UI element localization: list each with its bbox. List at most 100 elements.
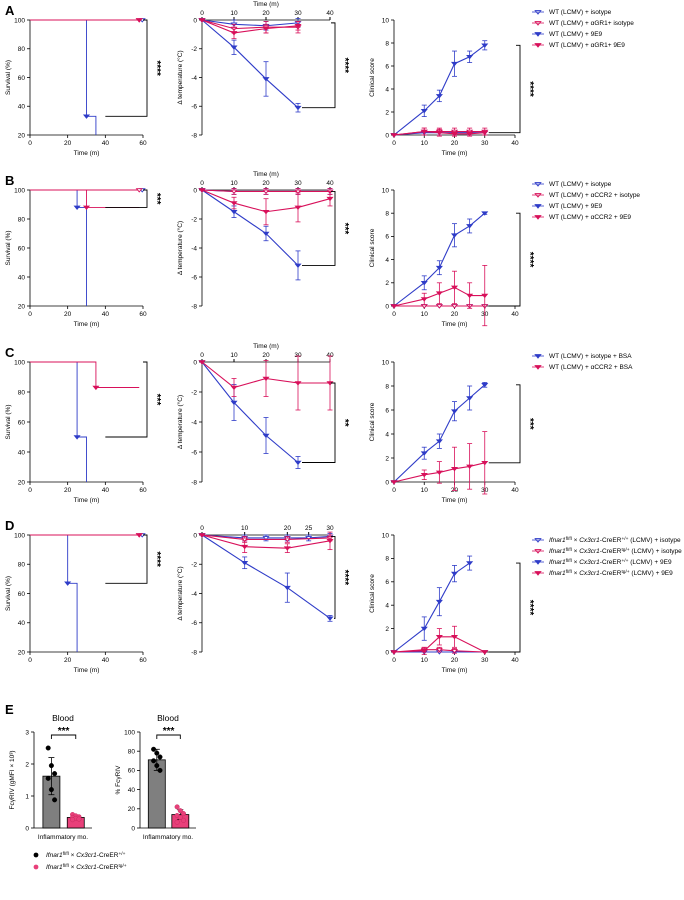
data-point xyxy=(82,114,91,119)
x-tick-label: 0 xyxy=(28,487,32,494)
legend-text-span: Cx3cr1 xyxy=(76,852,97,859)
series-line xyxy=(201,534,331,539)
x-tick-label: 10 xyxy=(421,311,429,318)
data-point xyxy=(420,280,428,286)
panel-letter: D xyxy=(5,518,14,533)
legend-text-span: (LCMV) + isotype xyxy=(628,537,681,544)
legend-text-span: Ifnar1 xyxy=(549,537,566,544)
legend-label: WT (LCMV) + αGR1+ isotype xyxy=(549,20,634,27)
series-1 xyxy=(198,355,334,411)
legend-label: WT (LCMV) + αCCR2 + 9E9 xyxy=(549,214,631,221)
data-point xyxy=(151,758,157,764)
legend-text-span: × xyxy=(572,537,579,544)
significance-label: **** xyxy=(524,252,535,268)
significance-label: **** xyxy=(524,600,535,616)
x-tick-label: 0 xyxy=(28,657,32,664)
significance-bracket xyxy=(302,190,336,266)
data-point xyxy=(420,297,428,302)
data-point xyxy=(198,188,206,193)
y-tick-label: -4 xyxy=(191,591,197,598)
legend-label: Ifnar1fl/fl × Cx3cr1-CreERtg/+ xyxy=(46,863,127,872)
legend-text-span: -CreER xyxy=(97,852,119,859)
significance-label: **** xyxy=(524,81,535,97)
legend: Ifnar1fl/fl × Cx3cr1-CreER+/+Ifnar1fl/fl… xyxy=(33,851,127,872)
legend-text-span: -CreER xyxy=(97,864,119,871)
y-tick-label: 100 xyxy=(14,17,25,24)
significance-bracket xyxy=(105,361,148,438)
data-point xyxy=(466,224,474,229)
data-point xyxy=(450,634,459,640)
legend-text-span: Ifnar1 xyxy=(549,559,566,566)
y-axis-label: Δ temperature (°C) xyxy=(176,50,184,104)
legend-marker xyxy=(33,864,39,870)
legend-text-span: WT (LCMV) + αGR1+ 9E9 xyxy=(549,42,625,49)
x-tick-label: 40 xyxy=(511,140,519,147)
y-tick-label: -4 xyxy=(191,245,197,252)
y-tick-label: 10 xyxy=(382,17,390,24)
x-tick-label: 30 xyxy=(326,525,334,532)
legend-text-span: Ifnar1 xyxy=(549,570,566,577)
y-tick-label: 0 xyxy=(193,187,197,194)
legend-marker xyxy=(33,852,39,858)
series-2 xyxy=(30,19,97,135)
legend: WT (LCMV) + isotype + BSA WT (LCMV) + αCC… xyxy=(532,353,633,371)
legend-text-span: WT (LCMV) + αCCR2 + BSA xyxy=(549,364,633,371)
data-point xyxy=(262,536,270,541)
chart-title: Blood xyxy=(52,713,74,723)
data-point xyxy=(241,544,249,550)
x-axis-label: Time (m) xyxy=(442,150,468,157)
y-tick-label: 0 xyxy=(193,17,197,24)
x-axis-label: Time (m) xyxy=(253,343,279,350)
y-tick-label: 4 xyxy=(385,257,389,264)
y-tick-label: 100 xyxy=(14,359,25,366)
y-tick-label: 0 xyxy=(193,359,197,366)
x-tick-label: 10 xyxy=(230,352,238,359)
y-axis-label: % FcγRIV xyxy=(115,765,122,795)
y-tick-label: -6 xyxy=(191,104,197,111)
legend-text-span: × xyxy=(572,559,579,566)
legend-text-span: tg/+ xyxy=(621,547,629,553)
data-point xyxy=(481,43,489,48)
series-3 xyxy=(30,189,140,210)
data-point xyxy=(174,804,180,810)
y-tick-label: 60 xyxy=(18,75,26,82)
legend-text-span: Cx3cr1 xyxy=(76,864,97,871)
series-1 xyxy=(390,431,489,495)
data-point xyxy=(420,649,428,654)
data-point xyxy=(466,561,474,566)
data-point xyxy=(262,189,270,195)
legend-text-span: WT (LCMV) + isotype + BSA xyxy=(549,353,632,360)
x-tick-label: 30 xyxy=(481,140,489,147)
significance-bracket xyxy=(488,212,521,307)
legend-text-span: Cx3cr1 xyxy=(579,559,600,566)
data-point xyxy=(435,291,443,296)
y-tick-label: -4 xyxy=(191,419,197,426)
significance-bracket xyxy=(331,536,336,619)
data-point xyxy=(181,811,187,817)
series-3 xyxy=(390,127,489,138)
data-point xyxy=(466,396,474,401)
significance-bracket xyxy=(105,19,148,117)
x-axis-label: Time (m) xyxy=(74,667,100,674)
legend-text-span: WT (LCMV) + 9E9 xyxy=(549,203,603,210)
series-line xyxy=(30,361,140,388)
data-point xyxy=(390,480,398,485)
significance-bracket xyxy=(105,189,148,208)
legend-text-span: -CreER xyxy=(600,570,622,577)
significance-bracket xyxy=(156,734,181,739)
series-3 xyxy=(30,533,143,538)
data-point xyxy=(294,205,302,210)
data-point xyxy=(135,533,143,538)
data-point xyxy=(262,231,270,237)
y-tick-label: 6 xyxy=(385,579,389,586)
legend-text-span: WT (LCMV) + isotype xyxy=(549,181,612,188)
series-0 xyxy=(30,361,87,482)
y-tick-label: 80 xyxy=(18,216,26,223)
x-tick-label: 20 xyxy=(451,657,459,664)
y-tick-label: 2 xyxy=(385,109,389,116)
y-tick-label: 60 xyxy=(128,768,136,775)
series-line xyxy=(201,534,331,540)
y-tick-label: -8 xyxy=(191,479,197,486)
x-tick-label: 0 xyxy=(392,140,396,147)
legend-text-span: (LCMV) + 9E9 xyxy=(628,559,672,566)
